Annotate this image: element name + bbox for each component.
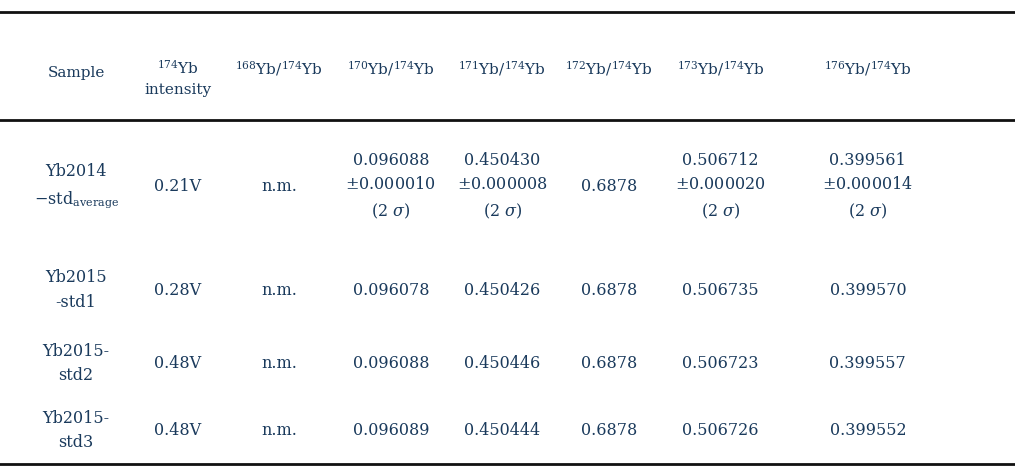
Text: 0.399561
$\pm$0.000014
(2 $\sigma$): 0.399561 $\pm$0.000014 (2 $\sigma$) <box>822 152 914 221</box>
Text: 0.21V: 0.21V <box>154 178 201 195</box>
Text: 0.096088
$\pm$0.000010
(2 $\sigma$): 0.096088 $\pm$0.000010 (2 $\sigma$) <box>345 152 436 221</box>
Text: $^{174}$Yb
intensity: $^{174}$Yb intensity <box>144 59 211 97</box>
Text: 0.450446: 0.450446 <box>464 355 541 372</box>
Text: $^{171}$Yb/$^{174}$Yb: $^{171}$Yb/$^{174}$Yb <box>459 59 546 78</box>
Text: n.m.: n.m. <box>261 422 297 439</box>
Text: $^{173}$Yb/$^{174}$Yb: $^{173}$Yb/$^{174}$Yb <box>677 59 764 78</box>
Text: Yb2014
$\mathrm{-std_{average}}$: Yb2014 $\mathrm{-std_{average}}$ <box>33 163 119 210</box>
Text: 0.506726: 0.506726 <box>682 422 759 439</box>
Text: 0.096088: 0.096088 <box>352 355 429 372</box>
Text: Yb2015-
std2: Yb2015- std2 <box>43 343 110 384</box>
Text: 0.096078: 0.096078 <box>352 282 429 299</box>
Text: 0.6878: 0.6878 <box>581 355 637 372</box>
Text: $^{172}$Yb/$^{174}$Yb: $^{172}$Yb/$^{174}$Yb <box>565 59 653 78</box>
Text: 0.506712
$\pm$0.000020
(2 $\sigma$): 0.506712 $\pm$0.000020 (2 $\sigma$) <box>675 152 766 221</box>
Text: 0.096089: 0.096089 <box>352 422 429 439</box>
Text: $^{168}$Yb/$^{174}$Yb: $^{168}$Yb/$^{174}$Yb <box>235 59 323 78</box>
Text: 0.48V: 0.48V <box>154 422 201 439</box>
Text: 0.48V: 0.48V <box>154 355 201 372</box>
Text: 0.399570: 0.399570 <box>829 282 906 299</box>
Text: Yb2015-
std3: Yb2015- std3 <box>43 410 110 451</box>
Text: n.m.: n.m. <box>261 355 297 372</box>
Text: 0.399557: 0.399557 <box>829 355 906 372</box>
Text: n.m.: n.m. <box>261 178 297 195</box>
Text: 0.506723: 0.506723 <box>682 355 759 372</box>
Text: 0.6878: 0.6878 <box>581 178 637 195</box>
Text: 0.506735: 0.506735 <box>682 282 759 299</box>
Text: 0.450444: 0.450444 <box>464 422 540 439</box>
Text: 0.6878: 0.6878 <box>581 422 637 439</box>
Text: n.m.: n.m. <box>261 282 297 299</box>
Text: $^{170}$Yb/$^{174}$Yb: $^{170}$Yb/$^{174}$Yb <box>347 59 434 78</box>
Text: 0.28V: 0.28V <box>154 282 201 299</box>
Text: 0.399552: 0.399552 <box>829 422 906 439</box>
Text: 0.450430
$\pm$0.000008
(2 $\sigma$): 0.450430 $\pm$0.000008 (2 $\sigma$) <box>457 152 548 221</box>
Text: 0.6878: 0.6878 <box>581 282 637 299</box>
Text: Sample: Sample <box>48 66 105 80</box>
Text: Yb2015
-std1: Yb2015 -std1 <box>46 270 107 311</box>
Text: $^{176}$Yb/$^{174}$Yb: $^{176}$Yb/$^{174}$Yb <box>824 59 911 78</box>
Text: 0.450426: 0.450426 <box>464 282 541 299</box>
